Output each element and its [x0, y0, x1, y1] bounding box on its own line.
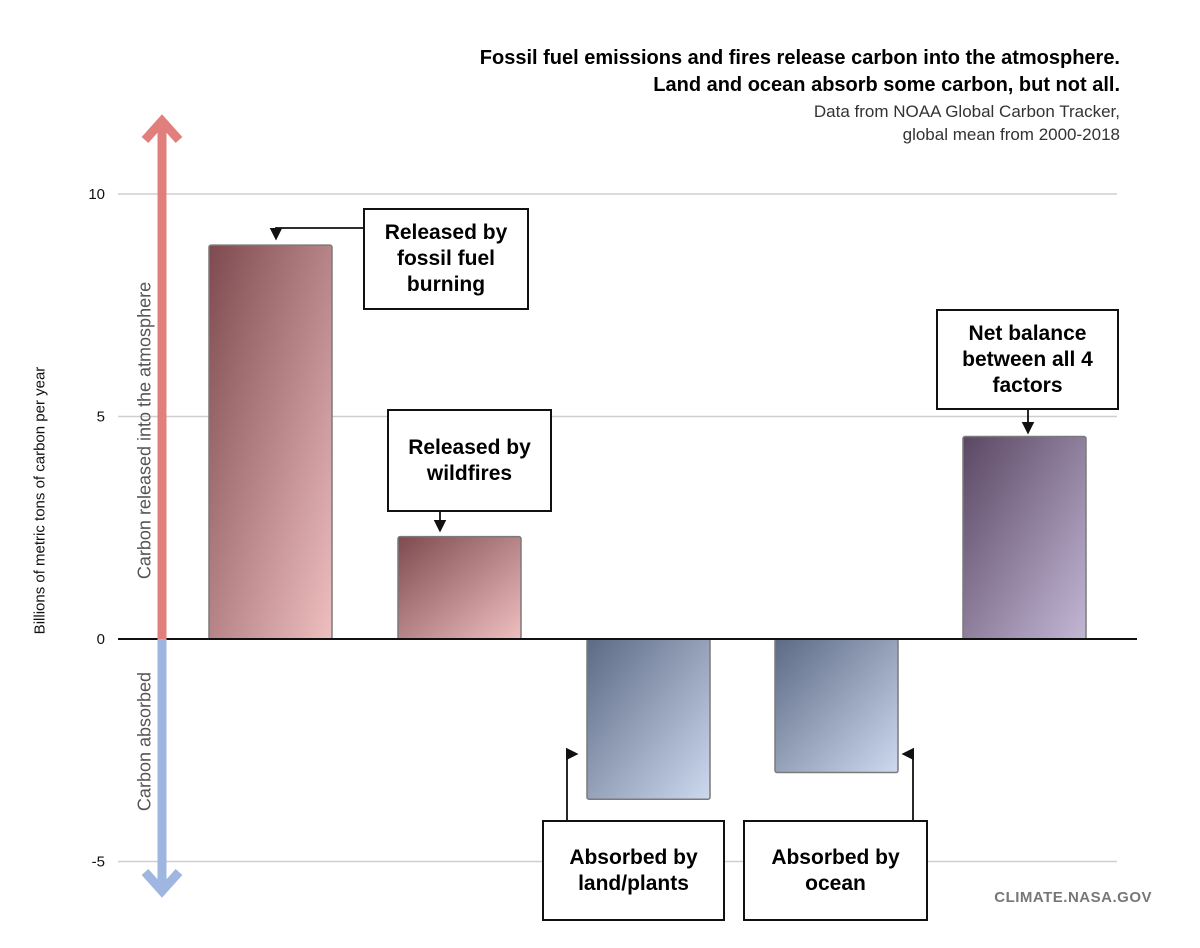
chart-title-line2: Land and ocean absorb some carbon, but n…	[653, 74, 1120, 96]
source-credit: CLIMATE.NASA.GOV	[994, 889, 1152, 906]
absorbed-arrowhead	[141, 868, 183, 898]
y-axis-label-absorbed: Carbon absorbed	[134, 671, 155, 812]
bar-3	[586, 638, 711, 800]
bar-2	[397, 535, 522, 640]
y-tick-label: 10	[88, 186, 105, 203]
y-tick-label: -5	[92, 854, 105, 871]
y-axis-label-released: Carbon released into the atmosphere	[134, 281, 155, 580]
callout-wildfires: Released by wildfires	[387, 409, 552, 512]
callout-net-balance: Net balance between all 4 factors	[936, 309, 1119, 410]
bar-5	[962, 435, 1087, 640]
callout-ocean: Absorbed by ocean	[743, 820, 928, 921]
bar-4	[774, 638, 899, 774]
callout-fossil-fuel: Released by fossil fuel burning	[363, 208, 529, 310]
y-tick-label: 0	[97, 631, 105, 648]
chart-subtitle: Data from NOAA Global Carbon Tracker,	[813, 102, 1120, 121]
callout-land-plants: Absorbed by land/plants	[542, 820, 725, 921]
y-tick-label: 5	[97, 409, 105, 426]
leader-ocean	[901, 747, 915, 820]
chart-subtitle-line2: global mean from 2000-2018	[902, 125, 1120, 144]
y-axis-label: Billions of metric tons of carbon per ye…	[31, 366, 49, 635]
released-arrowhead	[141, 114, 183, 144]
leader-land-plants	[565, 747, 579, 820]
leader-fossil-fuel	[269, 227, 363, 241]
bar-1	[208, 244, 333, 640]
chart-title: Fossil fuel emissions and fires release …	[479, 47, 1120, 69]
